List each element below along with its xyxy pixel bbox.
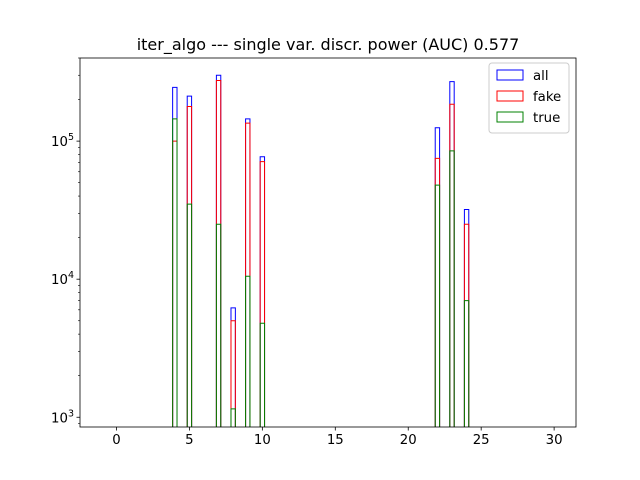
- x-tick-label: 30: [546, 433, 563, 448]
- x-tick-label: 15: [327, 433, 344, 448]
- bar-fake-5: [186, 106, 193, 427]
- x-tick-label: 20: [400, 433, 417, 448]
- x-tick-label: 25: [473, 433, 490, 448]
- bar-fake-23: [449, 103, 455, 427]
- bar-fake-4: [172, 140, 178, 427]
- bar-fake-9: [245, 122, 251, 427]
- bar-all-5: [186, 95, 193, 427]
- axes: 0 5 10 15 20 25 30 103 104 105: [51, 57, 577, 448]
- histogram-bars: [172, 74, 470, 427]
- x-tick-label: 5: [185, 433, 193, 448]
- legend-swatch-fake: [496, 90, 524, 102]
- bar-true-22: [434, 184, 441, 427]
- bar-fake-24: [463, 223, 470, 427]
- bar-true-8: [230, 408, 236, 427]
- bar-fake-7: [215, 79, 222, 427]
- bar-fake-10: [259, 161, 266, 427]
- y-tick-label: 103: [51, 408, 74, 426]
- legend: all fake true: [488, 62, 570, 134]
- bar-true-24: [463, 300, 470, 427]
- bar-all-9: [245, 118, 251, 427]
- y-tick-label: 104: [51, 270, 74, 288]
- bar-fake-8: [230, 320, 236, 427]
- bar-all-4: [172, 86, 178, 427]
- x-tick-label: 0: [112, 433, 120, 448]
- bar-all-22: [434, 127, 441, 427]
- legend-swatch-all: [496, 69, 524, 81]
- bar-fake-22: [434, 157, 441, 427]
- legend-label-true: true: [533, 111, 560, 126]
- bar-all-7: [215, 74, 222, 427]
- bar-true-23: [449, 150, 455, 427]
- bar-true-9: [245, 275, 251, 427]
- bar-true-5: [186, 203, 193, 427]
- bar-all-23: [449, 81, 455, 427]
- plot-frame: [79, 57, 577, 428]
- bar-all-24: [463, 208, 470, 427]
- x-tick-label: 10: [254, 433, 271, 448]
- bar-all-10: [259, 156, 266, 427]
- legend-label-all: all: [533, 69, 549, 84]
- y-tick-label: 105: [51, 132, 74, 150]
- bar-true-7: [215, 223, 222, 427]
- legend-label-fake: fake: [533, 90, 561, 105]
- bar-true-10: [259, 322, 266, 427]
- legend-swatch-true: [496, 111, 524, 123]
- chart-title: iter_algo --- single var. discr. power (…: [137, 35, 520, 55]
- bar-true-4: [172, 118, 178, 427]
